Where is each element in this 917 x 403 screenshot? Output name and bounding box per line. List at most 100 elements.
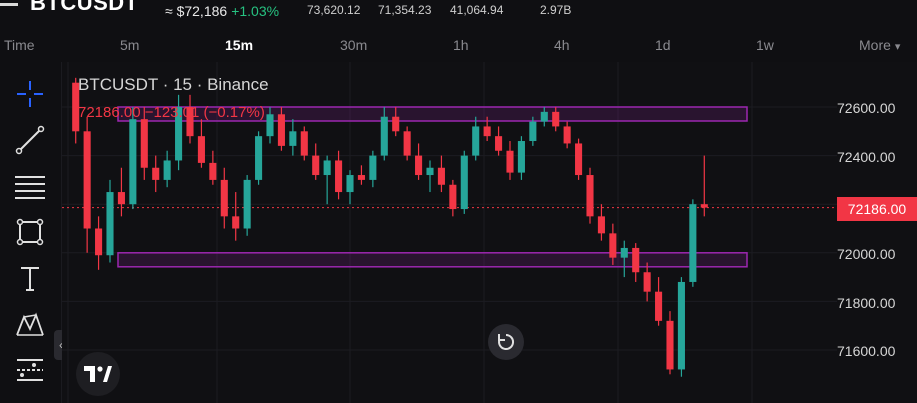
price-axis-label: 71800.00	[837, 295, 896, 311]
approx-price: ≈ $72,186 +1.03%	[165, 3, 279, 19]
candle-body	[95, 228, 103, 256]
candle-body	[540, 111, 548, 122]
candle-body	[346, 175, 354, 193]
trendline-icon	[15, 125, 45, 155]
ticker-bar: BTCUSDT ≈ $72,186 +1.03% 73,620.12 71,354…	[0, 0, 917, 24]
approx-price-value: ≈ $72,186	[165, 3, 228, 19]
pattern-icon	[16, 312, 44, 336]
candle-body	[357, 175, 365, 180]
trendline-tool[interactable]	[10, 122, 50, 158]
interval-4h[interactable]: 4h	[554, 37, 570, 53]
candle-body	[243, 179, 251, 229]
candle-body	[655, 291, 663, 321]
candle-body	[609, 233, 617, 258]
candle-body	[437, 167, 445, 185]
candle-body	[266, 114, 274, 137]
interval-5m[interactable]: 5m	[120, 37, 140, 53]
price-axis-label: 72600.00	[837, 100, 896, 116]
price-axis-label: 72000.00	[837, 246, 896, 262]
chart-legend-title: BTCUSDT · 15 · Binance	[78, 75, 269, 94]
candle-body	[106, 192, 114, 256]
crosshair-icon	[17, 81, 43, 107]
chart-area[interactable]	[62, 62, 917, 403]
more-intervals-button[interactable]: More ▾	[859, 37, 900, 53]
price-change: +1.03%	[231, 3, 280, 19]
candle-body	[472, 126, 480, 156]
text-icon	[21, 267, 39, 291]
support-resistance-zone	[117, 106, 748, 122]
reset-chart-button[interactable]	[488, 324, 524, 360]
candle-body	[677, 281, 685, 370]
stat-low: 71,354.23	[378, 3, 432, 17]
symbol-title[interactable]: BTCUSDT	[30, 0, 139, 15]
candle-body	[643, 272, 651, 292]
candle-body	[620, 247, 628, 258]
candle-body	[140, 119, 148, 168]
measure-icon	[17, 359, 43, 381]
candle-body	[495, 136, 503, 151]
candle-body	[575, 143, 583, 176]
crosshair-tool[interactable]	[10, 76, 50, 112]
support-resistance-zone	[117, 252, 748, 268]
interval-30m[interactable]: 30m	[340, 37, 368, 53]
measure-tool[interactable]	[10, 352, 50, 388]
drawing-toolbar	[0, 62, 62, 403]
candle-body	[323, 160, 331, 176]
candle-body	[117, 192, 125, 205]
more-label: More	[859, 37, 891, 53]
candle-body	[563, 126, 571, 144]
candle-body	[460, 155, 468, 210]
candle-body	[483, 126, 491, 137]
pattern-tool[interactable]	[10, 306, 50, 342]
time-label[interactable]: Time	[4, 37, 35, 53]
rectangle-icon	[16, 218, 44, 246]
candle-body	[369, 155, 377, 180]
candle-body	[83, 131, 91, 229]
interval-bar: Time 5m 15m 30m 1h 4h 1d 1w More ▾	[0, 30, 917, 60]
candle-body	[220, 179, 228, 217]
price-axis-label: 71600.00	[837, 343, 896, 359]
candle-body	[426, 167, 434, 176]
tradingview-logo-icon	[84, 366, 112, 382]
candle-body	[289, 131, 297, 146]
candle-body	[197, 136, 205, 163]
chevron-down-icon: ▾	[894, 41, 901, 53]
rectangle-tool[interactable]	[10, 214, 50, 250]
candle-body	[232, 216, 240, 229]
candle-body	[163, 160, 171, 180]
candle-body	[666, 320, 674, 370]
candle-body	[129, 119, 137, 205]
candle-body	[529, 121, 537, 142]
interval-1h[interactable]: 1h	[453, 37, 469, 53]
candle-body	[689, 204, 697, 282]
stat-high: 73,620.12	[307, 3, 361, 17]
fib-levels-tool[interactable]	[10, 168, 50, 204]
interval-1w[interactable]: 1w	[756, 37, 774, 53]
price-axis-label: 72400.00	[837, 149, 896, 165]
candle-body	[632, 247, 640, 273]
menu-icon[interactable]	[0, 3, 18, 6]
price-chart[interactable]	[62, 62, 917, 403]
candle-body	[186, 107, 194, 137]
chevron-left-icon: ‹	[59, 338, 63, 352]
candle-body	[335, 160, 343, 193]
tradingview-logo[interactable]	[76, 352, 120, 396]
candle-body	[586, 175, 594, 217]
candle-body	[72, 82, 80, 132]
candle-body	[152, 167, 160, 180]
reset-icon	[498, 333, 515, 350]
text-tool[interactable]	[10, 260, 50, 296]
candle-body	[552, 111, 560, 127]
candle-body	[506, 150, 514, 173]
candle-body	[392, 116, 400, 132]
candle-body	[415, 155, 423, 176]
stat-volume: 41,064.94	[450, 3, 504, 17]
chart-legend-price: 72186.00 −123.01 (−0.17%)	[78, 104, 265, 121]
candle-body	[209, 162, 217, 180]
interval-15m[interactable]: 15m	[225, 37, 254, 53]
stat-turnover: 2.97B	[540, 3, 572, 17]
candle-body	[380, 116, 388, 156]
candle-body	[700, 204, 708, 208]
interval-1d[interactable]: 1d	[655, 37, 671, 53]
candle-body	[517, 141, 525, 173]
